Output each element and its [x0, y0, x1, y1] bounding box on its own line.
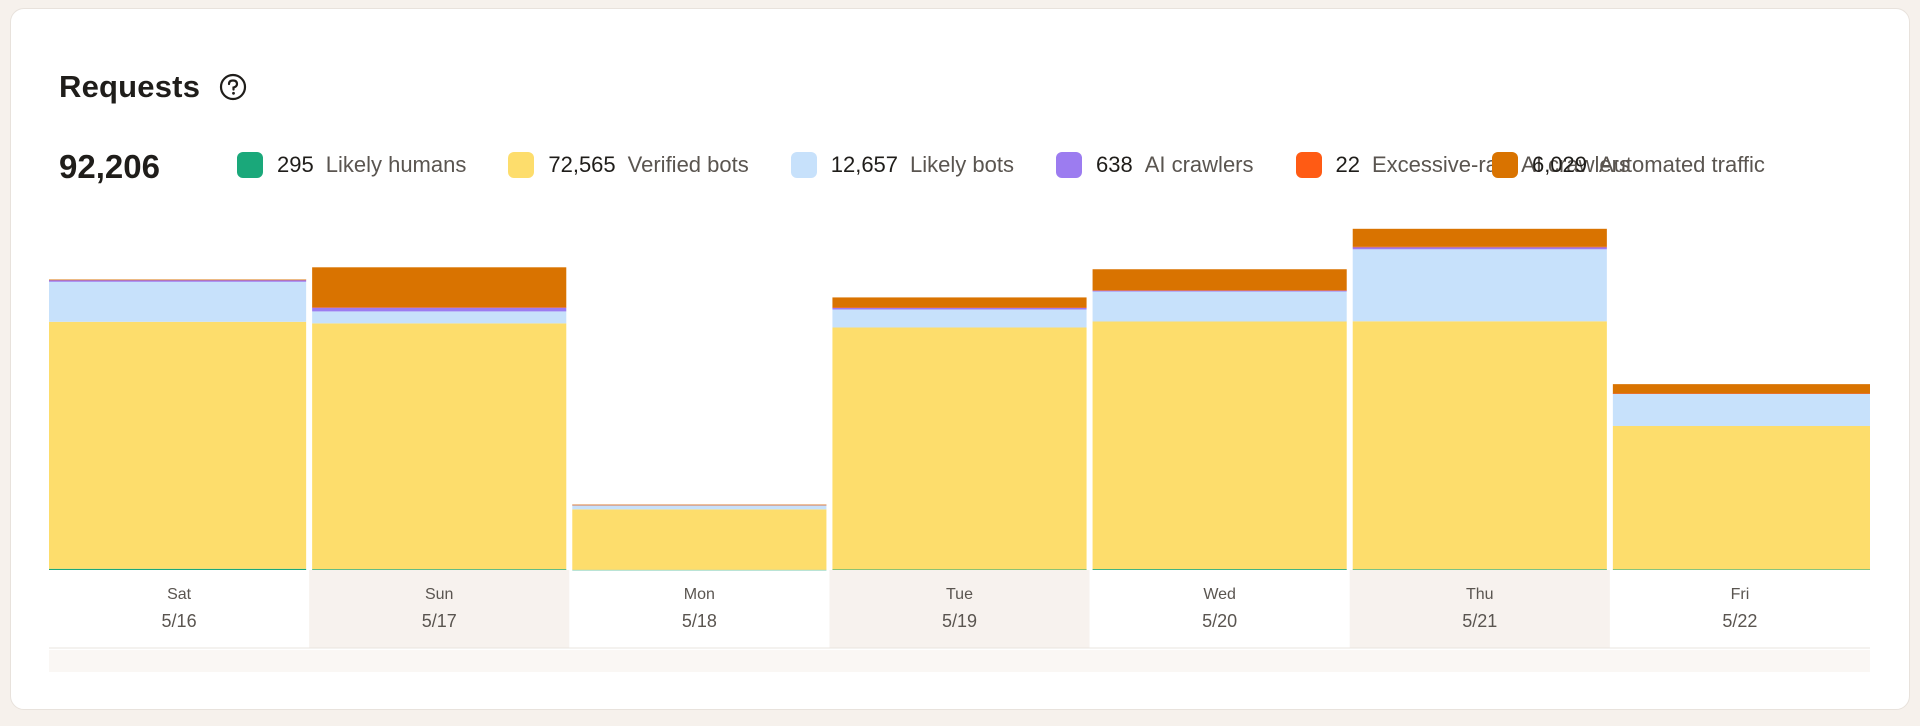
legend-swatch	[508, 152, 535, 178]
bar-segment-verified-bots	[1612, 426, 1870, 570]
x-tick-date: 5/19	[942, 611, 977, 631]
bar-segment-likely-humans	[1092, 569, 1347, 570]
legend-item-ai-crawlers[interactable]: 638 AI crawlers	[1055, 151, 1254, 179]
bar-segment-automated-traffic	[312, 267, 567, 308]
x-tick-date: 5/21	[1462, 611, 1497, 631]
x-tick-date: 5/22	[1722, 611, 1757, 631]
title-row: Requests	[59, 69, 248, 105]
legend-value: 295	[277, 152, 314, 177]
bar-segment-verified-bots	[49, 321, 307, 569]
legend: 295 Likely humans 72,565 Verified bots 1…	[237, 151, 1837, 179]
bar-segment-verified-bots	[1092, 321, 1347, 570]
bar-segment-likely-humans	[312, 569, 567, 570]
bar-segment-automated-traffic	[572, 504, 827, 506]
x-tick-date: 5/16	[162, 611, 197, 631]
bar-segment-verified-bots	[312, 323, 567, 570]
legend-label: AI crawlers	[1144, 152, 1254, 177]
x-tick-day: Sun	[425, 586, 453, 603]
bar-segment-ai-crawlers	[1092, 290, 1347, 292]
x-tick-day: Tue	[946, 586, 973, 603]
total-requests: 92,206	[59, 148, 160, 185]
legend-label: Likely bots	[910, 152, 1014, 177]
bar-segment-likely-humans	[1352, 569, 1607, 570]
bar-segment-automated-traffic	[832, 297, 1087, 308]
legend-item-likely-humans[interactable]: 295 Likely humans	[237, 151, 466, 179]
bar-segment-ai-crawlers	[832, 307, 1087, 310]
x-tick-date: 5/18	[682, 611, 717, 631]
bar-segment-likely-bots	[572, 505, 827, 510]
bar-segment-likely-humans	[572, 569, 827, 571]
bar-segment-likely-bots	[49, 281, 307, 322]
bar-segment-likely-bots	[832, 309, 1087, 328]
bar-segment-verified-bots	[572, 509, 827, 570]
bar-segment-likely-bots	[312, 311, 567, 324]
x-tick-day: Mon	[684, 586, 715, 603]
x-tick-day: Sat	[167, 586, 192, 603]
bar-segment-ai-crawlers	[1352, 246, 1607, 250]
legend-item-likely-bots[interactable]: 12,657 Likely bots	[790, 151, 1014, 179]
legend-label: Verified bots	[627, 152, 749, 177]
legend-swatch	[237, 152, 263, 178]
question-circle-icon[interactable]	[218, 72, 248, 102]
x-label-band	[829, 570, 1090, 648]
bar-segment-verified-bots	[832, 327, 1087, 570]
bar-segment-likely-bots	[1092, 291, 1347, 322]
x-label-band	[1349, 570, 1610, 648]
bar-segment-excessive-rate-ai-crawlers	[312, 307, 567, 308]
legend-label: Likely humans	[325, 152, 467, 177]
legend-value: 72,565	[548, 152, 616, 177]
bar-segment-likely-humans	[49, 568, 307, 570]
legend-item-verified-bots[interactable]: 72,565 Verified bots	[508, 151, 749, 179]
bar-segment-ai-crawlers	[312, 307, 567, 312]
x-tick-date: 5/17	[422, 611, 457, 631]
bar-segment-verified-bots	[1352, 321, 1607, 570]
legend-swatch	[1295, 152, 1322, 178]
legend-swatch	[790, 152, 817, 178]
legend-label: Automated traffic	[1599, 152, 1765, 177]
x-tick-day: Fri	[1731, 586, 1750, 603]
legend-item-automated-traffic[interactable]: 6,029 Automated traffic	[1491, 151, 1765, 179]
bar-segment-excessive-rate-ai-crawlers	[1352, 246, 1607, 248]
bar-segment-automated-traffic	[49, 279, 307, 281]
legend-value: 638	[1095, 152, 1133, 177]
legend-value: 12,657	[830, 152, 899, 177]
legend-swatch	[1055, 152, 1082, 178]
bar-segment-excessive-rate-ai-crawlers	[1612, 393, 1870, 394]
x-label-band	[309, 570, 570, 648]
bar-segment-automated-traffic	[1092, 269, 1347, 291]
legend-swatch	[1491, 152, 1518, 178]
x-tick-day: Thu	[1466, 586, 1494, 603]
card-title: Requests	[59, 69, 201, 104]
bar-segment-ai-crawlers	[49, 279, 307, 282]
bar-segment-likely-bots	[1352, 249, 1607, 322]
bar-segment-likely-humans	[832, 569, 1087, 570]
legend-value: 6,029	[1531, 152, 1588, 177]
x-tick-date: 5/20	[1202, 611, 1237, 631]
bar-segment-excessive-rate-ai-crawlers	[832, 307, 1087, 308]
bar-segment-automated-traffic	[1352, 228, 1607, 247]
legend-value: 22	[1335, 152, 1360, 177]
bar-segment-likely-bots	[1612, 394, 1870, 426]
range-scrubber	[49, 650, 1870, 672]
x-tick-day: Wed	[1203, 586, 1236, 603]
bar-segment-excessive-rate-ai-crawlers	[1092, 290, 1347, 291]
bar-segment-automated-traffic	[1612, 384, 1870, 394]
bar-segment-likely-humans	[1612, 569, 1870, 570]
